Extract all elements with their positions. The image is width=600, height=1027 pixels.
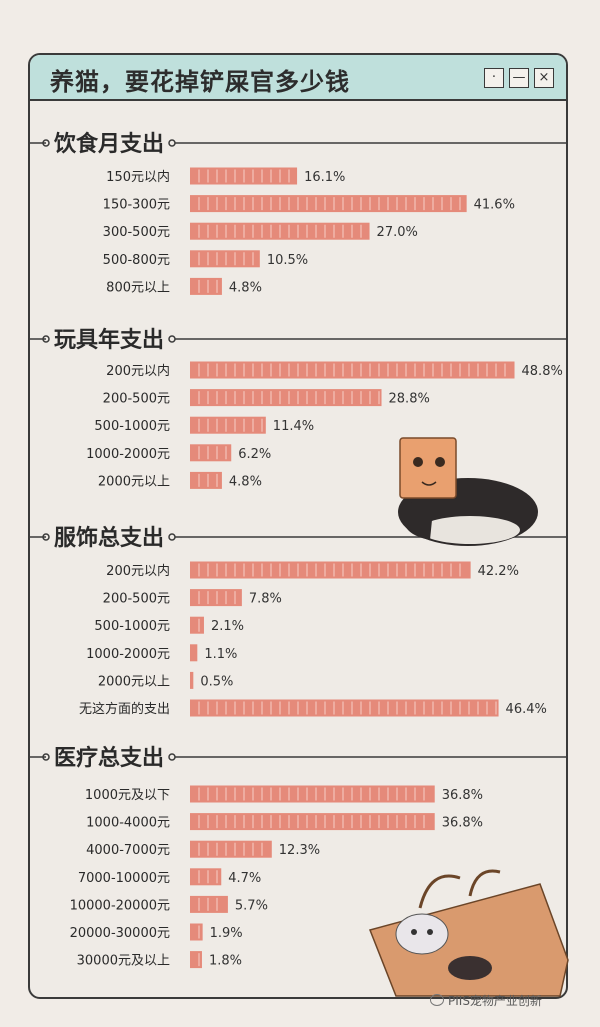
chart-section-3: 服饰总支出 200元以内 42.2% 200-500元 7.8% 500-1000元 2.1…: [29, 525, 568, 717]
bar: [190, 868, 222, 886]
close-icon[interactable]: ×: [534, 68, 554, 88]
bar: [190, 416, 266, 434]
bar-category-label: 500-800元: [103, 253, 170, 268]
section-node-right: [168, 533, 176, 541]
bar-value-label: 27.0%: [377, 225, 418, 240]
watermark-text: PIIS宠物产业创新: [448, 994, 542, 1008]
bar: [190, 813, 435, 831]
bar: [190, 671, 194, 689]
cat-shopping-bag-illustration: [368, 869, 569, 997]
bar: [190, 951, 202, 969]
bar-category-label: 1000-2000元: [86, 447, 170, 462]
section-node-right: [168, 139, 176, 147]
page-title: 养猫，要花掉铲屎官多少钱: [50, 68, 350, 96]
bar-value-label: 41.6%: [474, 198, 515, 213]
bar-category-label: 4000-7000元: [86, 843, 170, 858]
bar-category-label: 500-1000元: [94, 619, 170, 634]
bar-value-label: 46.4%: [506, 702, 547, 717]
bar: [190, 471, 222, 489]
bar-value-label: 2.1%: [211, 619, 244, 634]
bar-category-label: 1000元及以下: [85, 788, 170, 803]
bar: [190, 561, 471, 579]
bar-value-label: 42.2%: [478, 564, 519, 579]
section-node-left: [42, 533, 50, 541]
bar: [190, 616, 204, 634]
bar-value-label: 5.7%: [235, 898, 268, 913]
bar-category-label: 150-300元: [103, 198, 170, 213]
bar: [190, 444, 232, 462]
bar-value-label: 1.1%: [204, 647, 237, 662]
bar-value-label: 4.8%: [229, 280, 262, 295]
section-title: 医疗总支出: [54, 745, 164, 771]
bar-value-label: 10.5%: [267, 253, 308, 268]
section-title: 饮食月支出: [53, 131, 164, 157]
section-node-left: [42, 335, 50, 343]
section-node-right: [168, 335, 176, 343]
bar-category-label: 300-500元: [103, 225, 170, 240]
bar-value-label: 36.8%: [442, 788, 483, 803]
bar-category-label: 200元以内: [106, 563, 170, 579]
bar: [190, 195, 467, 213]
bar-value-label: 0.5%: [200, 674, 233, 689]
bar-value-label: 1.9%: [210, 926, 243, 941]
bar: [190, 589, 242, 607]
chart-section-4: 医疗总支出 1000元及以下 36.8% 1000-4000元 36.8% 4000-70…: [29, 745, 568, 969]
minimize-icon[interactable]: —: [509, 68, 529, 88]
bar: [190, 277, 222, 295]
bar-category-label: 1000-4000元: [86, 816, 170, 831]
bar: [190, 895, 228, 913]
bar: [190, 699, 499, 717]
section-node-right: [168, 753, 176, 761]
bar-category-label: 200-500元: [103, 392, 170, 407]
bar: [190, 644, 198, 662]
bar-value-label: 16.1%: [304, 170, 345, 185]
section-node-left: [42, 139, 50, 147]
bar-category-label: 200元以内: [106, 363, 170, 379]
section-title: 服饰总支出: [54, 525, 164, 551]
bar-value-label: 4.7%: [228, 871, 261, 886]
bar-category-label: 无这方面的支出: [79, 701, 170, 717]
bar-value-label: 36.8%: [442, 816, 483, 831]
bar-category-label: 800元以上: [106, 280, 170, 295]
bar-category-label: 2000元以上: [98, 474, 170, 489]
bar-value-label: 6.2%: [238, 447, 271, 462]
section-title: 玩具年支出: [54, 327, 164, 353]
bar-value-label: 1.8%: [209, 954, 242, 969]
bar: [190, 923, 203, 941]
bar: [190, 840, 272, 858]
bar-category-label: 10000-20000元: [70, 898, 170, 913]
bar-value-label: 28.8%: [389, 392, 430, 407]
bar: [190, 250, 260, 268]
bar-value-label: 48.8%: [522, 364, 563, 379]
bar: [190, 785, 435, 803]
bar-category-label: 200-500元: [103, 592, 170, 607]
chart-section-1: 饮食月支出 150元以内 16.1% 150-300元 41.6% 300-500元 27.…: [29, 131, 568, 295]
cat-bag-illustration: [398, 437, 538, 546]
wechat-icon: [430, 994, 444, 1006]
bar-category-label: 2000元以上: [98, 674, 170, 689]
bar-category-label: 1000-2000元: [86, 647, 170, 662]
bar-value-label: 4.8%: [229, 474, 262, 489]
bar: [190, 389, 382, 407]
window-titlebar: 养猫，要花掉铲屎官多少钱 · — ×: [30, 55, 566, 101]
bar-category-label: 7000-10000元: [78, 871, 170, 886]
bar-value-label: 11.4%: [273, 419, 314, 434]
dot-icon[interactable]: ·: [484, 68, 504, 88]
bar-category-label: 30000元及以上: [77, 954, 170, 969]
bar-category-label: 150元以内: [106, 169, 170, 185]
chart-section-2: 玩具年支出 200元以内 48.8% 200-500元 28.8% 500-1000元 11…: [29, 327, 568, 489]
bar-value-label: 12.3%: [279, 843, 320, 858]
bar-category-label: 500-1000元: [94, 419, 170, 434]
bar-value-label: 7.8%: [249, 592, 282, 607]
bar-category-label: 20000-30000元: [70, 926, 170, 941]
section-node-left: [42, 753, 50, 761]
